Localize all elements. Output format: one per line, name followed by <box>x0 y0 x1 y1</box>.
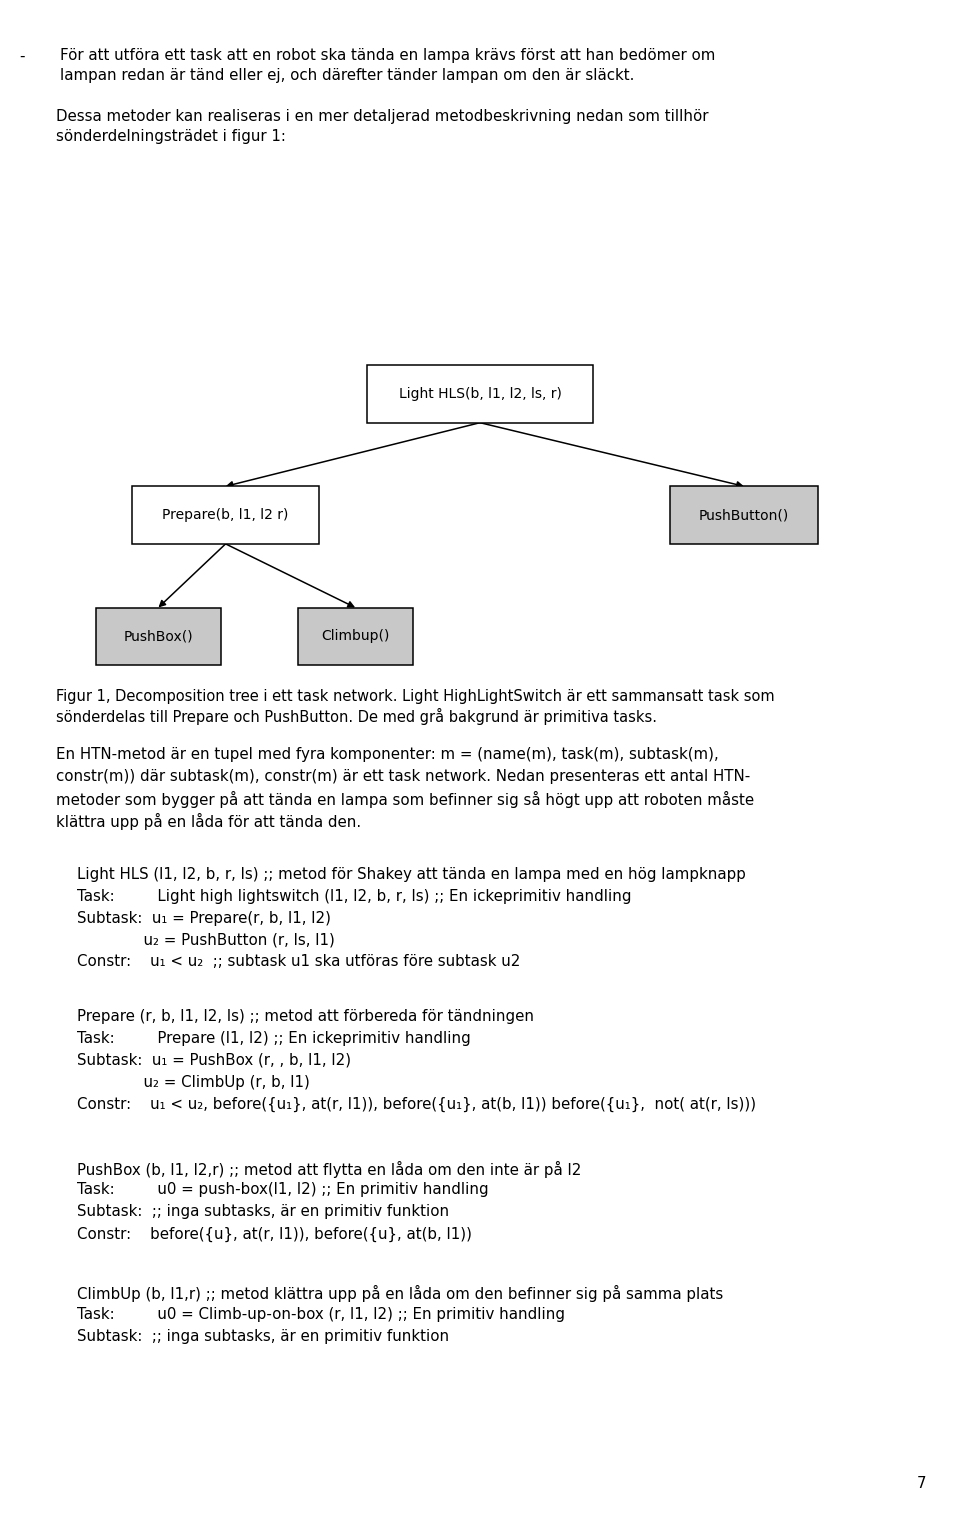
Text: Figur 1, Decomposition tree i ett task network. Light HighLightSwitch är ett sam: Figur 1, Decomposition tree i ett task n… <box>56 689 775 704</box>
Text: lampan redan är tänd eller ej, och därefter tänder lampan om den är släckt.: lampan redan är tänd eller ej, och däref… <box>60 68 634 83</box>
FancyBboxPatch shape <box>367 365 592 423</box>
Text: klättra upp på en låda för att tända den.: klättra upp på en låda för att tända den… <box>56 812 361 830</box>
Text: PushBox(): PushBox() <box>124 629 193 644</box>
Text: Task:         u0 = Climb-up-on-box (r, l1, l2) ;; En primitiv handling: Task: u0 = Climb-up-on-box (r, l1, l2) ;… <box>77 1306 564 1321</box>
Text: Constr:    u₁ < u₂, before({u₁}, at(r, l1)), before({u₁}, at(b, l1)) before({u₁}: Constr: u₁ < u₂, before({u₁}, at(r, l1))… <box>77 1097 756 1112</box>
Text: Subtask:  u₁ = Prepare(r, b, l1, l2): Subtask: u₁ = Prepare(r, b, l1, l2) <box>77 911 331 926</box>
Text: Light HLS (l1, l2, b, r, ls) ;; metod för Shakey att tända en lampa med en hög l: Light HLS (l1, l2, b, r, ls) ;; metod fö… <box>77 867 746 882</box>
FancyBboxPatch shape <box>670 486 818 544</box>
Text: Light HLS(b, l1, l2, ls, r): Light HLS(b, l1, l2, ls, r) <box>398 386 562 401</box>
Text: -: - <box>19 48 25 64</box>
Text: Subtask:  ;; inga subtasks, är en primitiv funktion: Subtask: ;; inga subtasks, är en primiti… <box>77 1329 449 1344</box>
Text: u₂ = PushButton (r, ls, l1): u₂ = PushButton (r, ls, l1) <box>77 932 335 947</box>
Text: En HTN-metod är en tupel med fyra komponenter: m = (name(m), task(m), subtask(m): En HTN-metod är en tupel med fyra kompon… <box>56 747 718 762</box>
Text: constr(m)) där subtask(m), constr(m) är ett task network. Nedan presenteras ett : constr(m)) där subtask(m), constr(m) är … <box>56 768 750 783</box>
Text: sönderdelas till Prepare och PushButton. De med grå bakgrund är primitiva tasks.: sönderdelas till Prepare och PushButton.… <box>56 708 657 724</box>
Text: sönderdelningsträdet i figur 1:: sönderdelningsträdet i figur 1: <box>56 129 285 144</box>
Text: PushBox (b, l1, l2,r) ;; metod att flytta en låda om den inte är på l2: PushBox (b, l1, l2,r) ;; metod att flytt… <box>77 1160 581 1177</box>
Text: ClimbUp (b, l1,r) ;; metod klättra upp på en låda om den befinner sig på samma p: ClimbUp (b, l1,r) ;; metod klättra upp p… <box>77 1285 723 1301</box>
Text: Task:         Light high lightswitch (l1, l2, b, r, ls) ;; En ickeprimitiv handl: Task: Light high lightswitch (l1, l2, b,… <box>77 888 632 903</box>
Text: Constr:    u₁ < u₂  ;; subtask u1 ska utföras före subtask u2: Constr: u₁ < u₂ ;; subtask u1 ska utföra… <box>77 954 520 970</box>
Text: Subtask:  u₁ = PushBox (r, , b, l1, l2): Subtask: u₁ = PushBox (r, , b, l1, l2) <box>77 1053 351 1068</box>
Text: PushButton(): PushButton() <box>699 508 789 523</box>
FancyBboxPatch shape <box>96 608 221 665</box>
Text: Prepare(b, l1, l2 r): Prepare(b, l1, l2 r) <box>162 508 289 523</box>
Text: Constr:    before({u}, at(r, l1)), before({u}, at(b, l1)): Constr: before({u}, at(r, l1)), before({… <box>77 1227 471 1242</box>
Text: Climbup(): Climbup() <box>321 629 390 644</box>
Text: 7: 7 <box>917 1476 926 1491</box>
Text: Prepare (r, b, l1, l2, ls) ;; metod att förbereda för tändningen: Prepare (r, b, l1, l2, ls) ;; metod att … <box>77 1009 534 1024</box>
Text: Task:         Prepare (l1, l2) ;; En ickeprimitiv handling: Task: Prepare (l1, l2) ;; En ickeprimiti… <box>77 1030 470 1045</box>
FancyBboxPatch shape <box>298 608 413 665</box>
Text: För att utföra ett task att en robot ska tända en lampa krävs först att han bedö: För att utföra ett task att en robot ska… <box>60 48 715 64</box>
Text: metoder som bygger på att tända en lampa som befinner sig så högt upp att robote: metoder som bygger på att tända en lampa… <box>56 791 754 807</box>
Text: Task:         u0 = push-box(l1, l2) ;; En primitiv handling: Task: u0 = push-box(l1, l2) ;; En primit… <box>77 1182 489 1197</box>
Text: u₂ = ClimbUp (r, b, l1): u₂ = ClimbUp (r, b, l1) <box>77 1076 310 1089</box>
Text: Dessa metoder kan realiseras i en mer detaljerad metodbeskrivning nedan som till: Dessa metoder kan realiseras i en mer de… <box>56 109 708 124</box>
Text: Subtask:  ;; inga subtasks, är en primitiv funktion: Subtask: ;; inga subtasks, är en primiti… <box>77 1204 449 1220</box>
FancyBboxPatch shape <box>132 486 319 544</box>
